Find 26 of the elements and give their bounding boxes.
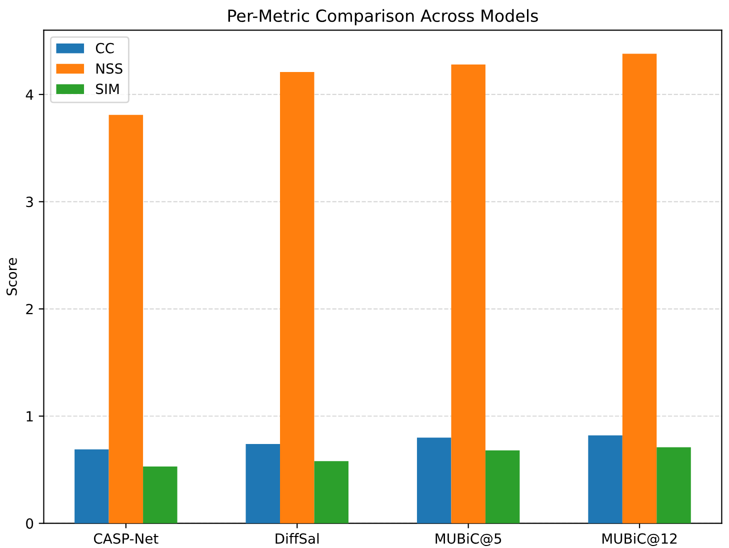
y-tick-label: 3 <box>26 196 33 208</box>
bar <box>280 72 314 524</box>
x-tick-label: MUBiC@12 <box>602 533 677 546</box>
y-tick-label: 1 <box>26 411 33 422</box>
bar <box>143 466 178 524</box>
legend-label: CC <box>96 42 114 54</box>
x-tick-label: CASP-Net <box>94 533 158 544</box>
legend-label: SIM <box>96 84 119 94</box>
bar <box>588 435 622 524</box>
y-axis-title: Score <box>6 258 17 296</box>
bar <box>416 438 452 524</box>
bar <box>622 54 657 524</box>
chart-title: Per-Metric Comparison Across Models <box>228 9 538 26</box>
y-tick-label: 4 <box>26 90 34 100</box>
legend-label: NSS <box>96 63 122 74</box>
bar <box>246 444 280 524</box>
bar <box>74 449 109 524</box>
bar <box>108 114 144 524</box>
bar <box>485 450 520 524</box>
y-tick-label: 0 <box>26 518 34 529</box>
y-tick-label: 2 <box>26 304 33 314</box>
bar <box>314 461 348 524</box>
x-tick-label: DiffSal <box>276 533 319 544</box>
bar <box>656 447 691 524</box>
x-tick-label: MUBiC@5 <box>436 533 502 546</box>
bar <box>451 64 486 524</box>
